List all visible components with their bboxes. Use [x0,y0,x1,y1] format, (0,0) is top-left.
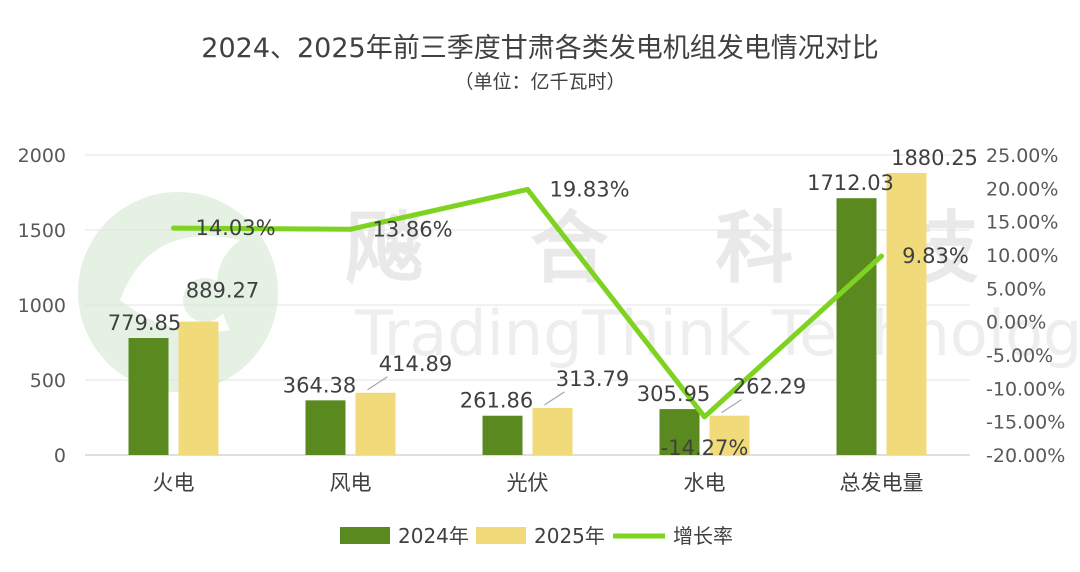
growth-point [702,414,707,420]
right-tick-label: 15.00% [986,212,1058,234]
right-tick-label: 20.00% [986,178,1058,200]
growth-point [171,225,176,231]
left-tick-label: 1000 [18,295,66,317]
legend-label-2025: 2025年 [534,524,605,548]
bar-2024 [836,198,877,455]
data-label-2025: 313.79 [556,367,629,391]
bar-2024 [128,338,169,455]
brand: 大数跨境 [12,541,124,563]
right-axis: -20.00% -15.00% -10.00% -5.00% 0.00% 5.00% 10.… [986,145,1065,467]
data-label-2024: 305.95 [637,382,710,406]
growth-label: 19.83% [549,177,629,201]
growth-label: 9.83% [902,244,969,268]
category-label: 光伏 [507,471,549,495]
right-tick-label: -20.00% [986,445,1065,467]
chart-subtitle: （单位：亿千瓦时） [454,71,625,93]
chat-bubble-icon [12,541,41,561]
right-tick-label: 0.00% [986,312,1046,334]
category-label: 风电 [330,471,372,495]
right-tick-label: 10.00% [986,245,1058,267]
right-tick-label: 5.00% [986,278,1046,300]
legend: 2024年 2025年 增长率 [340,524,733,548]
right-tick-label: -15.00% [986,412,1065,434]
growth-label: 13.86% [372,217,452,241]
watermark: 飚 合 科 技 TradingThink Technology [78,192,1080,392]
leader-line [367,376,388,391]
right-tick-label: 25.00% [986,145,1058,167]
legend-swatch-2024 [340,527,390,544]
bar-2025 [178,321,219,455]
leader-line [544,391,565,406]
data-label-2024: 779.85 [108,311,181,335]
bar-2025 [709,415,750,455]
category-label: 水电 [684,471,726,495]
left-tick-label: 0 [54,445,66,467]
data-label-2025: 414.89 [379,352,452,376]
category-label: 总发电量 [840,471,924,495]
growth-point [879,253,884,259]
legend-label-growth: 增长率 [673,524,733,548]
growth-label: -14.27% [661,436,749,460]
chart-title: 2024、2025年前三季度甘肃各类发电机组发电情况对比 [201,33,878,64]
left-axis: 0 500 1000 1500 2000 [18,145,66,467]
bar-series [128,172,927,455]
growth-point [348,226,353,232]
bar-2025 [532,407,573,455]
data-label-2024: 364.38 [283,373,356,397]
left-tick-label: 1500 [18,220,66,242]
growth-point [525,186,530,192]
growth-label: 14.03% [195,216,275,240]
watermark-en: TradingThink Technology [354,297,1080,370]
category-axis: 火电 风电 光伏 水电 总发电量 [153,471,924,495]
right-tick-label: -10.00% [986,378,1065,400]
data-label-2025: 889.27 [186,279,259,303]
bar-2024 [659,409,700,455]
left-tick-label: 2000 [18,145,66,167]
growth-line-series [171,186,884,420]
left-tick-label: 500 [30,370,66,392]
bar-2024 [482,415,523,455]
leader-lines [367,376,742,414]
brand-text: 大数跨境 [52,542,124,563]
legend-label-2024: 2024年 [398,524,469,548]
gridlines [85,154,970,456]
bar-2025 [355,392,396,455]
right-tick-label: -5.00% [986,345,1053,367]
data-label-2024: 261.86 [460,389,533,413]
bar-2024 [305,400,346,455]
bar-2025 [886,172,927,455]
data-label-2025: 262.29 [733,375,806,399]
leader-line [721,399,742,414]
data-label-2025: 1880.25 [891,146,978,170]
legend-swatch-2025 [476,527,526,544]
watermark-logo-icon [78,192,278,392]
category-label: 火电 [153,471,195,495]
data-label-2024: 1712.03 [807,171,894,195]
